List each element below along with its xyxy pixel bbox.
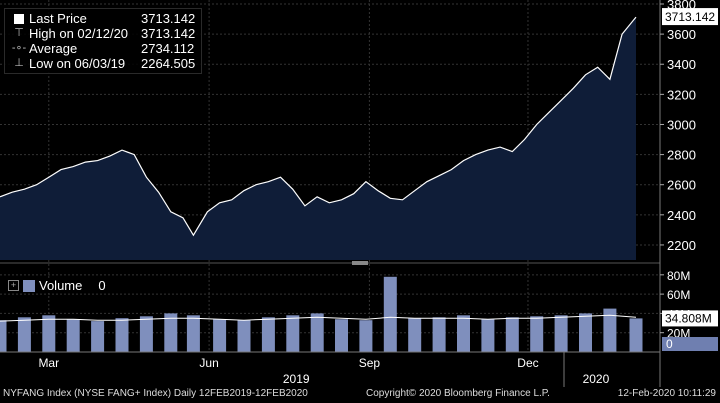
volume-bar [335,319,348,352]
volume-bar [359,320,373,352]
panel-resize-handle[interactable] [352,261,368,265]
volume-bar [579,313,592,352]
volume-bar [17,317,31,352]
volume-bar [286,315,300,352]
price-tick-label: 3600 [667,27,696,42]
volume-average-polyline [0,314,637,322]
year-tick-label: 2020 [583,372,610,386]
volume-bar [554,315,568,352]
volume-bar [457,315,470,352]
value-tags: 3713.142 34.808M 0 [662,8,718,351]
last-volume-tag-text: 34.808M [665,311,712,325]
legend-value: 3713.142 [141,26,196,41]
price-tick-label: 3000 [667,117,696,132]
price-tick-label: 3400 [667,57,696,72]
volume-bar [66,319,80,352]
volume-bar [42,315,56,352]
footer-bar: NYFANG Index (NYSE FANG+ Index) Daily 12… [0,387,720,403]
low-marker-icon: ⊥ [14,57,24,69]
volume-legend: + Volume 0 [6,278,108,293]
volume-bar [139,316,153,352]
legend-label: Last Price [29,11,87,26]
volume-bar [310,313,324,352]
volume-bar [261,317,275,352]
month-tick-label: Dec [517,356,538,370]
volume-bar [629,318,643,352]
volume-legend-value: 0 [98,278,106,293]
volume-swatch [23,279,35,292]
volume-bars [0,276,643,352]
legend-row-low: ⊥ Low on 06/03/19 2264.505 [9,56,195,71]
volume-bar [505,317,519,352]
footer-copyright: Copyright© 2020 Bloomberg Finance L.P. [366,388,550,399]
volume-bar [408,318,422,352]
price-tick-label: 3200 [667,87,696,102]
volume-average-line [0,314,637,322]
volume-bar [603,308,617,352]
month-tick-label: Sep [359,356,381,370]
legend-value: 2264.505 [141,56,196,71]
price-area-fill [0,17,636,260]
legend-row-average: -∘- Average 2734.112 [9,41,195,56]
footer-security: NYFANG Index (NYSE FANG+ Index) Daily 12… [3,388,308,399]
volume-bar [164,313,178,352]
price-area [0,16,637,260]
average-marker-icon: -∘- [11,42,27,54]
volume-bar [237,320,251,352]
volume-legend-label: Volume [39,278,83,293]
volume-bar [213,319,227,352]
legend-label: Average [29,41,78,56]
volume-tick-label: 60M [667,288,690,302]
footer-timestamp: 12-Feb-2020 10:11:29 [617,388,716,399]
price-tick-label: 2400 [667,208,696,223]
price-tick-label: 2200 [667,238,696,253]
legend-row-last-price: Last Price 3713.142 [9,11,195,26]
month-tick-label: Mar [38,356,59,370]
expand-icon[interactable]: + [8,280,19,291]
last-price-tag-text: 3713.142 [665,10,715,24]
last-price-tag [662,8,718,26]
year-tick-label: 2019 [283,372,310,386]
legend-value: 3713.142 [141,11,196,26]
legend-row-high: ⊤ High on 02/12/20 3713.142 [9,26,195,41]
high-marker-icon: ⊤ [14,27,24,39]
volume-bar [383,276,397,352]
last-volume-tag [662,310,718,327]
volume-bar [530,316,544,352]
volume-bar [91,321,105,352]
volume-tick-label: 80M [667,269,690,283]
zero-volume-tag [662,337,718,351]
volume-bar [0,320,7,352]
volume-bar [481,319,495,352]
last-price-swatch [9,13,29,24]
volume-bar [186,315,200,352]
price-legend: Last Price 3713.142 ⊤ High on 02/12/20 3… [4,8,203,74]
zero-volume-tag-text: 0 [666,337,673,351]
volume-bar [432,317,446,352]
legend-label: High on 02/12/20 [29,26,129,41]
legend-label: Low on 06/03/19 [29,56,126,71]
month-tick-label: Jun [199,356,218,370]
legend-value: 2734.112 [141,41,195,56]
price-tick-label: 2800 [667,148,696,163]
price-tick-label: 2600 [667,178,696,193]
volume-bar [115,318,129,352]
price-line [0,16,637,237]
x-tick-labels: Mar Jun Sep Dec 2019 2020 [38,356,609,386]
